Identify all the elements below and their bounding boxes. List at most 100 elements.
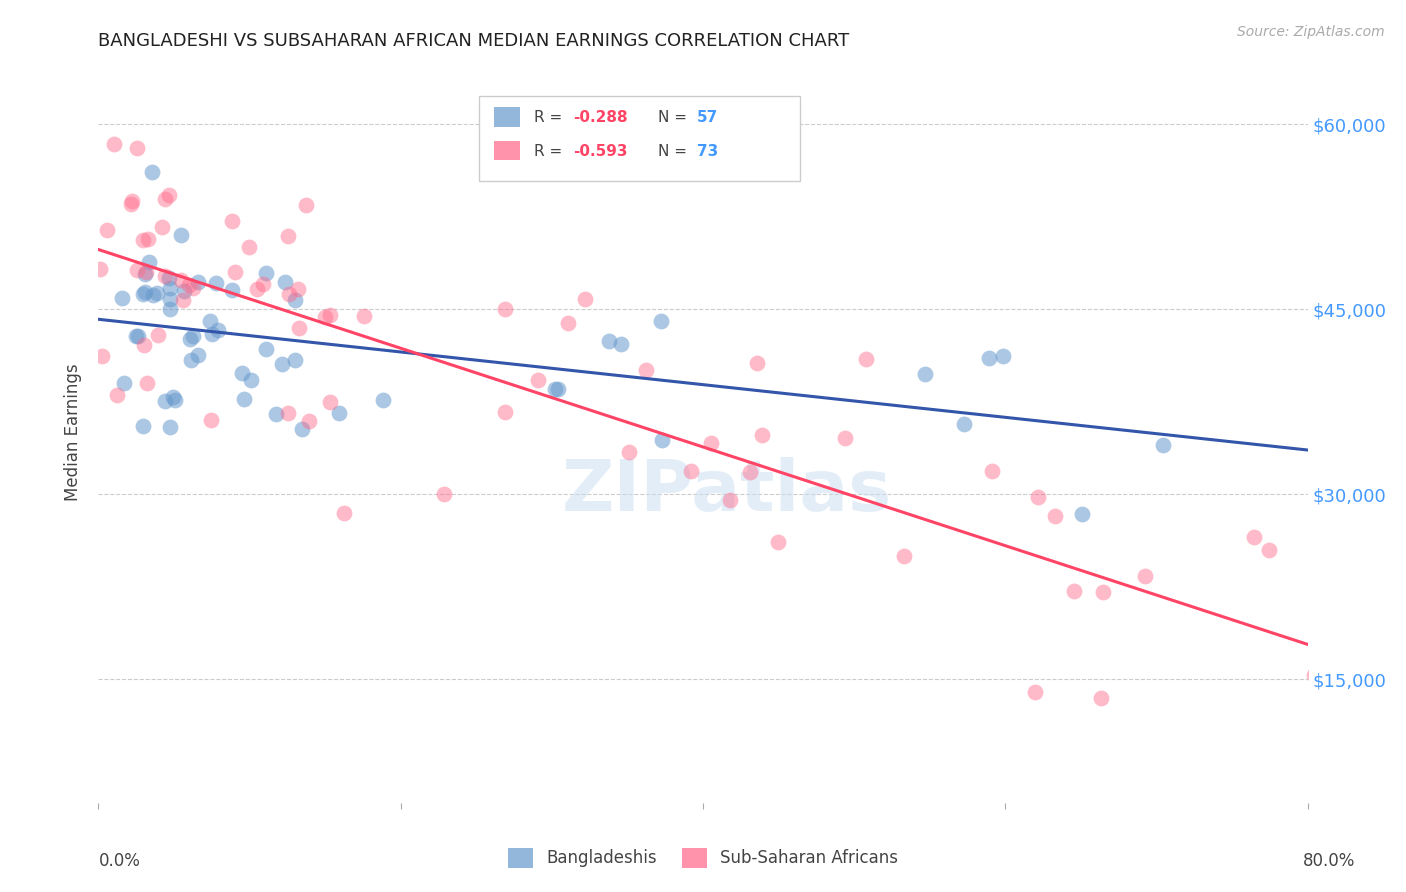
- Point: [162, 390, 184, 404]
- Point: [254, 266, 277, 280]
- Point: [318, 395, 340, 409]
- Point: [150, 220, 173, 235]
- Point: [181, 281, 204, 295]
- Point: [433, 487, 456, 501]
- Point: [91, 350, 114, 364]
- Point: [332, 506, 354, 520]
- Point: [270, 357, 292, 371]
- Point: [1063, 584, 1085, 599]
- Point: [134, 337, 156, 351]
- Point: [138, 255, 160, 269]
- Point: [1322, 640, 1344, 654]
- Text: -0.288: -0.288: [574, 111, 628, 126]
- Point: [1024, 685, 1046, 699]
- Point: [298, 414, 321, 428]
- Point: [142, 288, 165, 302]
- Point: [277, 229, 299, 244]
- Point: [232, 392, 254, 407]
- Point: [159, 302, 181, 317]
- Point: [650, 314, 672, 328]
- Point: [610, 337, 633, 351]
- Point: [173, 284, 195, 298]
- Text: 80.0%: 80.0%: [1302, 852, 1355, 870]
- Point: [527, 373, 550, 387]
- Point: [111, 291, 134, 305]
- Point: [231, 366, 253, 380]
- Y-axis label: Median Earnings: Median Earnings: [65, 364, 83, 501]
- Text: BANGLADESHI VS SUBSAHARAN AFRICAN MEDIAN EARNINGS CORRELATION CHART: BANGLADESHI VS SUBSAHARAN AFRICAN MEDIAN…: [98, 32, 849, 50]
- Point: [131, 287, 153, 301]
- Point: [288, 321, 311, 335]
- Point: [136, 376, 159, 390]
- Point: [287, 282, 309, 296]
- Point: [198, 314, 221, 328]
- Point: [121, 194, 143, 208]
- Point: [574, 293, 596, 307]
- Point: [953, 417, 976, 431]
- Point: [284, 293, 307, 307]
- Point: [1308, 680, 1330, 694]
- Point: [136, 232, 159, 246]
- Point: [205, 276, 228, 290]
- Point: [224, 265, 246, 279]
- Point: [718, 493, 741, 508]
- Point: [127, 328, 149, 343]
- Point: [291, 421, 314, 435]
- Point: [238, 240, 260, 254]
- Point: [180, 353, 202, 368]
- Point: [980, 464, 1002, 478]
- Point: [494, 405, 516, 419]
- Point: [619, 445, 641, 459]
- Point: [170, 228, 193, 243]
- Point: [252, 277, 274, 291]
- Point: [557, 316, 579, 330]
- Point: [187, 347, 209, 361]
- Point: [314, 310, 336, 324]
- Point: [159, 292, 181, 306]
- Text: N =: N =: [658, 144, 692, 159]
- Point: [277, 406, 299, 420]
- Point: [977, 351, 1000, 365]
- Point: [598, 334, 620, 348]
- Point: [1026, 490, 1049, 504]
- Point: [125, 141, 148, 155]
- Text: 57: 57: [697, 111, 718, 126]
- Point: [277, 286, 299, 301]
- Point: [179, 332, 201, 346]
- Point: [89, 262, 111, 277]
- Point: [274, 275, 297, 289]
- Point: [834, 431, 856, 445]
- Point: [745, 356, 768, 370]
- Point: [153, 394, 176, 409]
- Point: [353, 309, 375, 323]
- Bar: [494, 107, 520, 127]
- Text: N =: N =: [658, 111, 692, 126]
- Text: R =: R =: [534, 144, 567, 159]
- Point: [1043, 509, 1066, 524]
- Point: [135, 265, 157, 279]
- Point: [1243, 530, 1265, 544]
- Point: [495, 301, 517, 316]
- Point: [201, 326, 224, 341]
- Point: [132, 419, 155, 434]
- Point: [893, 549, 915, 563]
- Point: [284, 353, 307, 368]
- Point: [134, 268, 156, 282]
- Point: [254, 342, 277, 356]
- Point: [103, 136, 125, 151]
- Point: [991, 349, 1014, 363]
- Point: [172, 293, 194, 307]
- Point: [246, 282, 269, 296]
- Point: [319, 308, 342, 322]
- Point: [651, 433, 673, 447]
- Point: [134, 285, 156, 300]
- Point: [132, 233, 155, 247]
- Point: [1308, 783, 1330, 797]
- Point: [170, 273, 193, 287]
- Point: [181, 329, 204, 343]
- Point: [221, 214, 243, 228]
- Point: [544, 383, 567, 397]
- Text: Source: ZipAtlas.com: Source: ZipAtlas.com: [1237, 25, 1385, 39]
- Point: [1071, 507, 1094, 521]
- Point: [264, 408, 287, 422]
